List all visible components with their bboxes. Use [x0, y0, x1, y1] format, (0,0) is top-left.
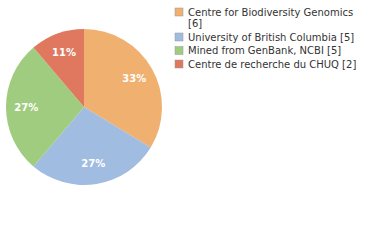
legend-label: University of British Columbia [5] — [188, 32, 354, 43]
data-label: 27% — [81, 158, 105, 169]
legend-label: Centre for Biodiversity Genomics[6] — [188, 7, 353, 30]
legend-label: Centre de recherche du CHUQ [2] — [188, 59, 356, 70]
legend-label: Mined from GenBank, NCBI [5] — [188, 45, 341, 56]
data-label: 27% — [14, 102, 38, 113]
legend-swatch — [175, 33, 183, 41]
legend-swatch — [175, 60, 183, 68]
data-label: 33% — [122, 73, 146, 84]
data-label: 11% — [52, 47, 76, 58]
legend-swatch — [175, 8, 183, 16]
chart: 33% 27% 27% 11% Centre for Biodiversity Geno… — [0, 0, 380, 240]
legend-swatch — [175, 47, 183, 55]
legend: Centre for Biodiversity Genomics[6] Unive… — [175, 7, 356, 70]
pie-slice — [33, 29, 84, 107]
pie: 33% 27% 27% 11% — [6, 29, 162, 185]
